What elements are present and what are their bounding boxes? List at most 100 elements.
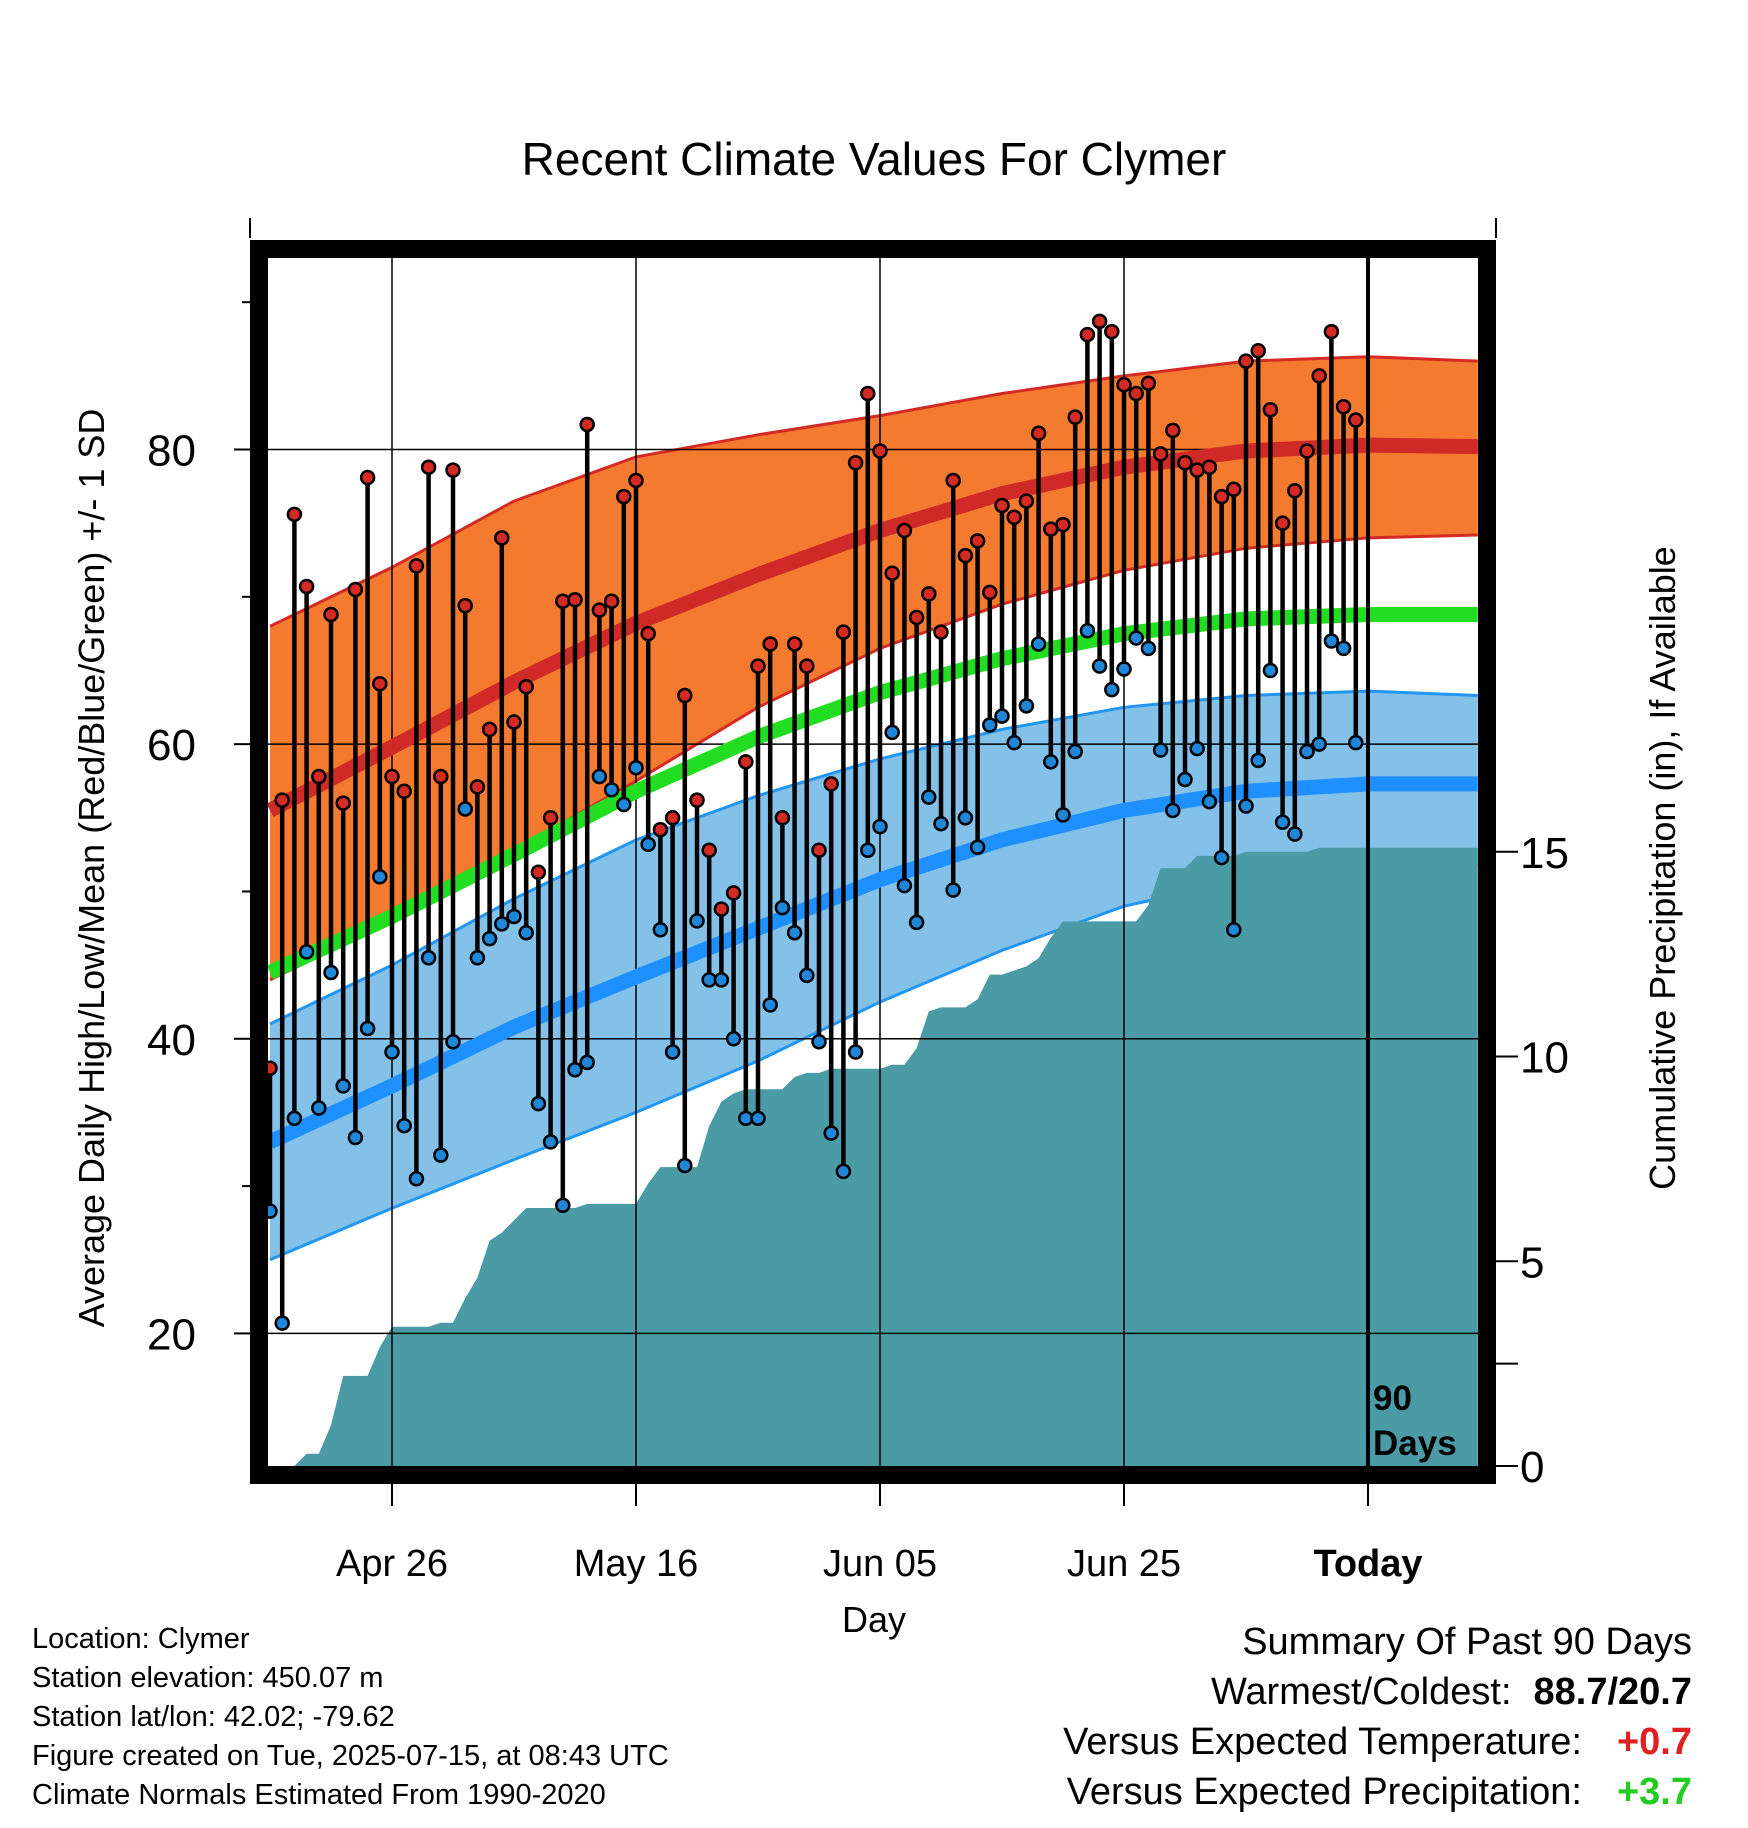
daily-low-point [396,1117,412,1134]
daily-low-point [860,842,876,858]
daily-low-point [1287,826,1303,842]
daily-low-point [567,1061,583,1078]
daily-low-point [786,924,803,941]
axes: 20 40 60 80 0 5 10 15 Apr 26 May 16 Jun 05 Jun 25 To… [147,218,1569,1585]
daily-high-point [933,624,949,640]
daily-high-point [579,416,595,433]
daily-high-point [1140,375,1157,391]
daily-low-point [494,916,510,932]
daily-high-point [542,810,559,826]
daily-high-point [359,469,376,486]
daily-low-point [884,724,900,741]
daily-low-point [1165,802,1181,819]
daily-low-point [1201,793,1218,810]
daily-low-point [957,810,974,826]
daily-high-point [811,842,827,858]
daily-low-point [945,882,961,898]
daily-low-point [933,815,949,832]
daily-low-point [1018,698,1035,714]
daily-low-point [408,1170,425,1187]
daily-high-point [664,810,681,826]
daily-low-point [982,717,998,733]
daily-high-point [1165,422,1181,439]
daily-high-point [347,581,364,598]
daily-low-point [1043,754,1059,770]
location-text: Location: Clymer [32,1623,250,1655]
daily-low-point [1299,743,1315,760]
y2-axis-label: Cumulative Precipitation (in), If Availa… [1642,546,1683,1190]
daily-high-point [408,558,425,574]
daily-low-point [1128,630,1144,646]
daily-high-point [481,721,498,738]
daily-low-point [1311,736,1327,752]
daily-low-point [445,1033,461,1050]
elevation-text: Station elevation: 450.07 m [32,1662,384,1694]
y-tick-label: 80 [147,427,196,476]
daily-high-point [628,472,644,489]
daily-high-point [1128,385,1144,402]
daily-high-point [982,584,998,601]
daily-low-point [1104,681,1120,698]
chart-title: Recent Climate Values For Clymer [522,133,1227,185]
x-axis-label: Day [842,1599,906,1640]
daily-low-point [652,922,669,938]
daily-low-point [1250,752,1266,769]
daily-high-point [823,776,839,792]
daily-high-point [286,506,303,523]
daily-high-point [652,821,669,838]
y-tick-label: 40 [147,1016,196,1065]
daily-high-point [835,624,852,640]
temp-anomaly-row: Versus Expected Temperature: +0.7 [1063,1717,1692,1767]
temp-anomaly-label: Versus Expected Temperature: [1063,1721,1582,1763]
daily-high-point [396,783,412,800]
daily-low-point [799,967,815,984]
normal-low-line [266,776,1478,1149]
daily-high-point [469,779,486,795]
daily-high-point [616,488,632,505]
daily-low-point [1006,734,1022,751]
daily-high-point [1067,409,1083,425]
daily-low-point [640,836,656,853]
daily-high-point [1335,399,1352,415]
daily-low-point [908,914,925,931]
daily-low-point [664,1044,681,1060]
daily-low-point [1213,849,1230,866]
daily-high-point [921,586,937,602]
daily-high-point [1226,481,1242,498]
daily-high-point [689,792,705,808]
daily-high-point [1238,353,1254,369]
warmest-coldest-row: Warmest/Coldest: 88.7/20.7 [1063,1667,1692,1717]
daily-high-point [603,593,620,609]
daily-low-point [762,997,778,1013]
daily-high-point [908,609,925,626]
daily-high-point [1030,425,1047,442]
daily-high-point [1189,462,1205,478]
daily-low-point [1055,807,1071,823]
created-text: Figure created on Tue, 2025-07-15, at 08… [32,1740,669,1772]
daily-high-point [506,714,522,730]
daily-low-point [1140,640,1157,657]
precip-cumulative-area [270,847,1478,1466]
daily-low-point [1335,640,1352,657]
daily-low-point [603,782,620,798]
daily-low-point [457,801,473,817]
daily-high-point [1018,493,1035,509]
daily-high-point [847,455,864,471]
daily-low-point [1116,661,1132,677]
daily-low-point [1189,740,1205,757]
daily-high-point [860,385,876,402]
daily-low-point [1177,771,1193,788]
daily-high-point [298,578,315,595]
y-tick-label: 60 [147,721,196,770]
x-tick-label: Jun 25 [1067,1543,1181,1585]
daily-low-point [286,1110,303,1127]
high-sd-band [270,356,1478,980]
daily-low-point [311,1100,327,1116]
temp-anomaly-value: +0.7 [1616,1721,1692,1763]
daily-high-point [457,597,473,614]
daily-low-point [896,877,913,894]
daily-high-point [323,606,339,623]
daily-marks [262,313,1364,1331]
daily-low-point [591,768,608,785]
